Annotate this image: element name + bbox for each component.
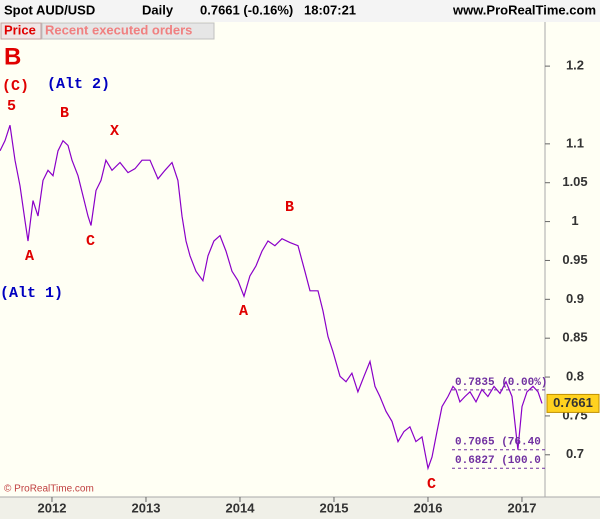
wave-label: B: [285, 199, 294, 216]
x-tick-label: 2017: [508, 500, 537, 515]
tab-label[interactable]: Recent executed orders: [45, 22, 192, 37]
copyright: © ProRealTime.com: [4, 484, 94, 495]
panel-label: B: [4, 43, 21, 70]
fib-label: 0.7835 (0.00%): [455, 377, 547, 389]
y-tick-label: 0.8: [566, 368, 584, 383]
wave-label: A: [25, 248, 34, 265]
source: www.ProRealTime.com: [452, 2, 596, 17]
y-tick-label: 1.1: [566, 135, 584, 150]
timeframe: Daily: [142, 2, 174, 17]
y-tick-label: 0.85: [562, 330, 587, 345]
title: Spot AUD/USD: [4, 2, 95, 17]
tab[interactable]: [41, 22, 215, 40]
y-tick-label: 0.95: [562, 252, 587, 267]
header-bar: [0, 0, 600, 22]
fib-label: 0.6827 (100.0: [455, 455, 541, 467]
tab[interactable]: [0, 22, 42, 40]
fib-label: 0.7065 (76.40: [455, 437, 541, 449]
wave-label: (C): [2, 78, 29, 95]
wave-label: C: [427, 476, 436, 493]
x-tick-label: 2013: [132, 500, 161, 515]
price-tag-label: 0.7661: [553, 395, 593, 410]
price-line: [0, 125, 543, 471]
x-tick-label: 2014: [226, 500, 256, 515]
y-tick-label: 1.05: [562, 174, 587, 189]
price-tag: [546, 393, 600, 413]
wave-label: X: [110, 123, 119, 140]
time: 18:07:21: [304, 2, 356, 17]
quote: 0.7661 (-0.16%): [200, 2, 293, 17]
tab-label[interactable]: Price: [4, 22, 36, 37]
x-axis-bar: [0, 497, 600, 519]
wave-label: A: [239, 303, 248, 320]
x-tick-label: 2012: [38, 500, 67, 515]
wave-label: B: [60, 105, 69, 122]
wave-label: (Alt 2): [47, 76, 110, 93]
y-tick-label: 1.2: [566, 58, 584, 73]
y-tick-label: 0.9: [566, 291, 584, 306]
x-tick-label: 2015: [320, 500, 349, 515]
y-tick-label: 0.7: [566, 446, 584, 461]
x-tick-label: 2016: [414, 500, 443, 515]
wave-label: C: [86, 233, 95, 250]
wave-label: 5: [7, 98, 16, 115]
wave-label: (Alt 1): [0, 285, 63, 302]
y-tick-label: 1: [571, 213, 578, 228]
